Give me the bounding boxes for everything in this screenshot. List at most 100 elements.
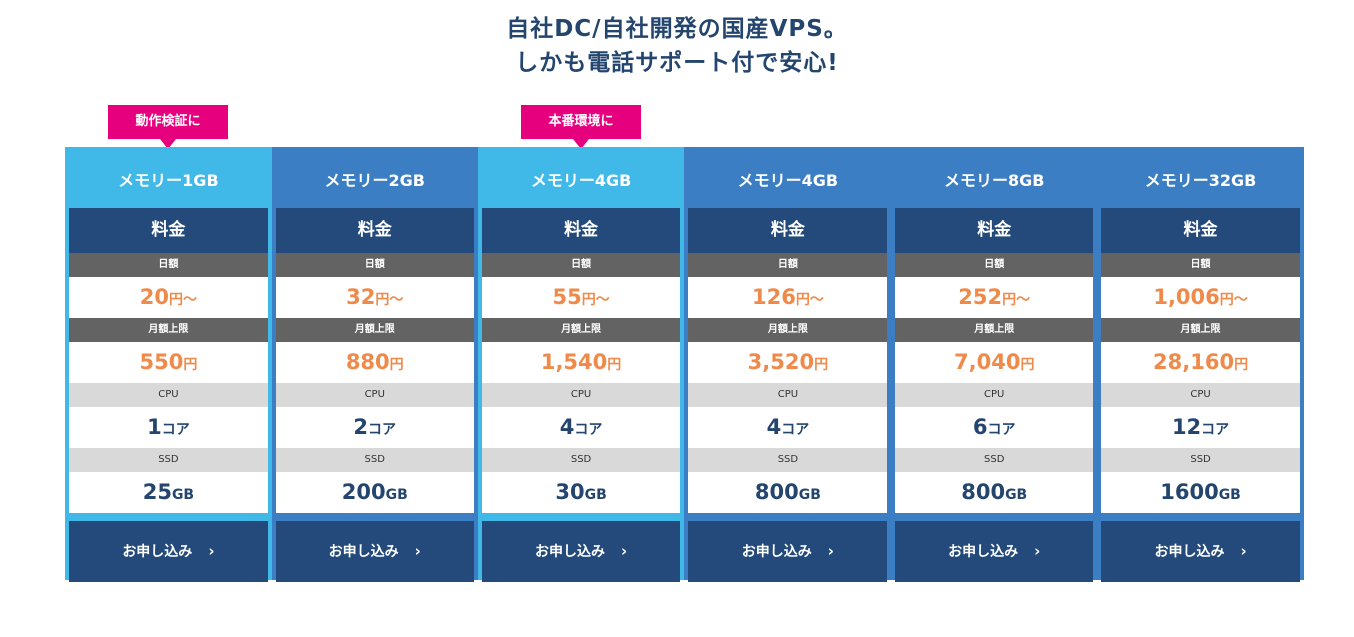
plan-name: メモリー8GB — [943, 171, 1045, 190]
ssd-value: 800GB — [688, 472, 887, 513]
ssd-unit: GB — [584, 487, 607, 503]
plan-column: メモリー1GB 料金 日額 20円～ 月額上限 550円 CPU 1コア SSD… — [65, 147, 272, 582]
monthly-cap-label: 月額上限 — [481, 318, 681, 342]
apply-button[interactable]: お申し込み › — [275, 521, 474, 582]
cpu-count: 12 — [1171, 415, 1202, 439]
cpu-label: CPU — [481, 383, 681, 407]
apply-label: お申し込み — [328, 544, 399, 560]
cpu-label: CPU — [688, 383, 888, 407]
cpu-value: 6コア — [895, 407, 1093, 448]
apply-label: お申し込み — [948, 544, 1019, 560]
plan-name: メモリー32GB — [1144, 171, 1257, 190]
apply-label: お申し込み — [1154, 544, 1225, 560]
plan-name: メモリー2GB — [324, 171, 425, 190]
daily-price-value: 55 — [552, 285, 582, 309]
monthly-price-unit: 円 — [183, 357, 198, 373]
ssd-unit: GB — [385, 487, 408, 503]
daily-label: 日額 — [1101, 253, 1300, 277]
ssd-value: 30GB — [482, 472, 681, 513]
monthly-price-unit: 円 — [1020, 357, 1035, 373]
monthly-price-unit: 円 — [1234, 357, 1249, 373]
plan-column: メモリー4GB 料金 日額 55円～ 月額上限 1,540円 CPU 4コア S… — [477, 147, 685, 582]
plan-column: メモリー32GB 料金 日額 1,006円～ 月額上限 28,160円 CPU … — [1097, 147, 1304, 582]
monthly-cap-label: 月額上限 — [69, 318, 268, 342]
daily-price-unit: 円～ — [1002, 292, 1031, 308]
ssd-value: 25GB — [69, 472, 268, 513]
plan-column: メモリー2GB 料金 日額 32円～ 月額上限 880円 CPU 2コア SSD… — [271, 147, 478, 582]
pricing-table: メモリー1GB 料金 日額 20円～ 月額上限 550円 CPU 1コア SSD… — [65, 147, 1304, 582]
monthly-cap-label: 月額上限 — [688, 318, 888, 342]
cpu-count: 1 — [147, 415, 162, 439]
chevron-right-icon: › — [414, 542, 421, 560]
daily-price: 32円～ — [276, 277, 474, 318]
monthly-price-value: 3,520 — [747, 350, 815, 374]
monthly-price-value: 7,040 — [954, 350, 1021, 374]
daily-price-value: 32 — [346, 285, 376, 309]
monthly-price-value: 1,540 — [540, 350, 608, 374]
ssd-value: 200GB — [276, 472, 474, 513]
cpu-count: 2 — [353, 415, 369, 439]
chevron-right-icon: › — [208, 542, 215, 560]
monthly-price: 1,540円 — [482, 342, 681, 383]
chevron-right-icon: › — [1034, 542, 1041, 560]
monthly-cap-label: 月額上限 — [275, 318, 474, 342]
ssd-size: 800 — [961, 480, 1006, 504]
daily-price-value: 252 — [958, 285, 1003, 309]
cpu-label: CPU — [69, 383, 268, 407]
monthly-price-unit: 円 — [814, 357, 829, 373]
apply-label: お申し込み — [741, 544, 812, 560]
cpu-unit: コア — [987, 422, 1016, 438]
cpu-unit: コア — [781, 422, 810, 438]
daily-price: 20円～ — [69, 277, 268, 318]
monthly-price-value: 28,160 — [1153, 350, 1235, 374]
headline-line-2: しかも電話サポート付で安心! — [515, 50, 839, 76]
ssd-size: 800 — [754, 480, 799, 504]
ssd-label: SSD — [481, 448, 681, 472]
plan-column: メモリー8GB 料金 日額 252円～ 月額上限 7,040円 CPU 6コア … — [891, 147, 1098, 582]
ssd-size: 25 — [142, 480, 172, 504]
monthly-price-unit: 円 — [389, 357, 404, 373]
daily-price-value: 126 — [751, 285, 796, 309]
monthly-cap-label: 月額上限 — [895, 318, 1094, 342]
price-header: 料金 — [69, 208, 268, 253]
ssd-unit: GB — [171, 487, 195, 503]
cpu-label: CPU — [895, 383, 1094, 407]
apply-button[interactable]: お申し込み › — [481, 521, 681, 582]
plan-column: メモリー4GB 料金 日額 126円～ 月額上限 3,520円 CPU 4コア … — [684, 147, 892, 582]
headline: 自社DC/自社開発の国産VPS。 しかも電話サポート付で安心! — [0, 12, 1354, 80]
daily-price-unit: 円～ — [795, 292, 824, 308]
daily-label: 日額 — [481, 253, 681, 277]
daily-price-value: 1,006 — [1153, 285, 1220, 309]
plan-details: 料金 日額 252円～ 月額上限 7,040円 CPU 6コア SSD 800G… — [895, 208, 1094, 513]
cpu-value: 4コア — [482, 407, 681, 448]
apply-label: お申し込み — [534, 544, 605, 560]
ssd-size: 1600 — [1160, 480, 1219, 504]
monthly-price: 550円 — [69, 342, 268, 383]
monthly-price: 880円 — [276, 342, 474, 383]
apply-button[interactable]: お申し込み › — [1101, 521, 1300, 582]
cpu-count: 4 — [766, 415, 782, 439]
apply-button[interactable]: お申し込み › — [688, 521, 888, 582]
cpu-count: 6 — [972, 415, 988, 439]
daily-price: 55円～ — [482, 277, 681, 318]
plan-name: メモリー4GB — [530, 171, 632, 190]
plan-details: 料金 日額 1,006円～ 月額上限 28,160円 CPU 12コア SSD … — [1101, 208, 1300, 513]
apply-button[interactable]: お申し込み › — [895, 521, 1094, 582]
daily-price-unit: 円～ — [1219, 292, 1248, 308]
cpu-unit: コア — [161, 422, 190, 438]
chevron-right-icon: › — [827, 542, 834, 560]
cpu-value: 2コア — [276, 407, 474, 448]
daily-label: 日額 — [895, 253, 1094, 277]
daily-label: 日額 — [688, 253, 888, 277]
ssd-value: 1600GB — [1101, 472, 1300, 513]
tag-production: 本番環境に — [521, 105, 641, 149]
headline-line-1: 自社DC/自社開発の国産VPS。 — [506, 16, 848, 42]
daily-price-unit: 円～ — [375, 292, 404, 308]
cpu-value: 1コア — [69, 407, 268, 448]
cpu-unit: コア — [1201, 422, 1230, 438]
tag-testing: 動作検証に — [108, 105, 228, 149]
monthly-price-value: 880 — [345, 350, 390, 374]
apply-button[interactable]: お申し込み › — [69, 521, 268, 582]
price-header: 料金 — [895, 208, 1094, 253]
daily-label: 日額 — [275, 253, 474, 277]
